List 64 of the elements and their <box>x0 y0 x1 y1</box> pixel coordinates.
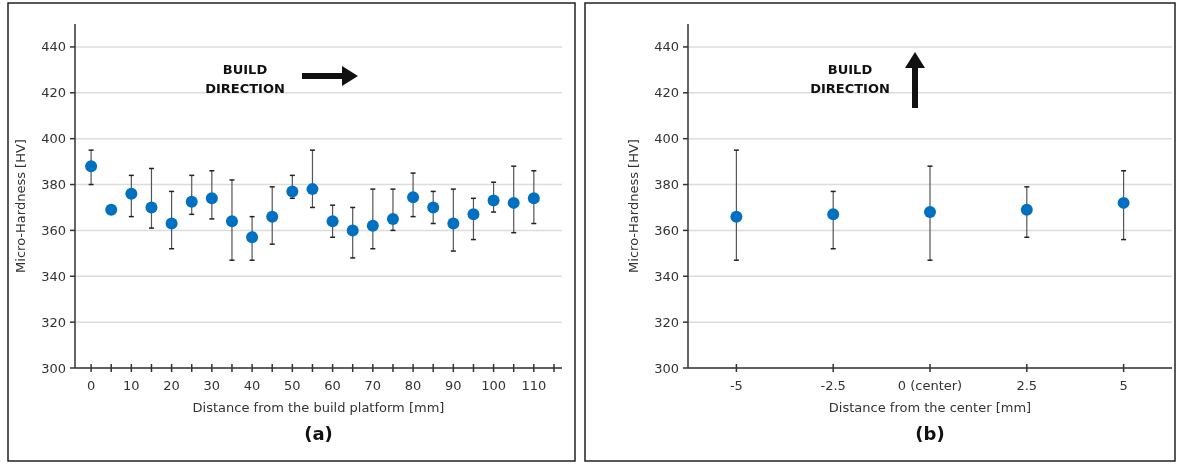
point <box>145 201 158 214</box>
text: (a) <box>304 423 333 444</box>
point <box>85 160 98 173</box>
x-axis-title: Distance from the build platform [mm] <box>192 400 445 415</box>
x-tick-label: 0 <box>86 378 96 393</box>
text: (b) <box>915 423 945 444</box>
point <box>225 215 238 228</box>
x-tick-label: -2.5 <box>820 378 846 393</box>
y-axis-title: Micro-Hardness [HV] <box>13 139 28 273</box>
y-tick-label: 420 <box>654 85 679 101</box>
point <box>447 217 460 230</box>
y-tick-label: 420 <box>41 85 66 101</box>
point <box>306 183 319 196</box>
x-tick-label: 50 <box>284 378 301 393</box>
y-tick-label: 300 <box>654 360 679 376</box>
y-tick-label: 320 <box>654 314 679 330</box>
point <box>386 212 399 225</box>
y-tick-label: 400 <box>654 131 679 147</box>
x-tick-label: 40 <box>243 378 261 393</box>
point <box>205 192 218 205</box>
y-tick-label: 300 <box>41 360 66 376</box>
point <box>326 215 339 228</box>
x-axis-title: Distance from the center [mm] <box>828 400 1032 415</box>
y-tick-label: 360 <box>654 222 679 238</box>
point <box>246 231 259 244</box>
point <box>165 217 178 230</box>
point <box>467 208 480 221</box>
x-tick-label: 80 <box>404 378 422 393</box>
x-tick-label: 70 <box>364 378 382 393</box>
y-tick-label: 360 <box>41 222 66 238</box>
point <box>286 185 299 198</box>
y-tick-label: 380 <box>654 177 679 193</box>
y-tick-label: 320 <box>41 314 66 330</box>
x-tick-label: 90 <box>445 378 462 393</box>
x-tick-label: -5 <box>729 378 743 393</box>
y-tick-label: 380 <box>41 177 66 193</box>
x-tick-label: 2.5 <box>1016 378 1038 393</box>
point <box>507 196 520 209</box>
point <box>487 194 500 207</box>
point <box>185 195 198 208</box>
point <box>527 192 540 205</box>
point <box>346 224 359 237</box>
y-tick-label: 340 <box>41 268 66 284</box>
x-tick-label: 20 <box>163 378 180 393</box>
point <box>427 201 440 214</box>
point <box>266 210 279 223</box>
x-tick-label: 0 (center) <box>897 378 963 393</box>
annotation: BUILD DIRECTION <box>810 62 890 96</box>
x-tick-label: 10 <box>123 378 140 393</box>
x-tick-label: 100 <box>481 378 506 393</box>
point <box>407 191 420 204</box>
x-tick-label: 5 <box>1119 378 1128 393</box>
point <box>125 187 138 200</box>
x-tick-label: 60 <box>324 378 341 393</box>
point <box>105 203 118 216</box>
y-tick-label: 440 <box>41 39 66 55</box>
x-tick-label: 30 <box>203 378 221 393</box>
y-tick-label: 340 <box>654 268 679 284</box>
point <box>366 219 379 232</box>
y-axis-title: Micro-Hardness [HV] <box>626 139 641 273</box>
annotation: BUILD DIRECTION <box>205 62 285 96</box>
y-tick-label: 400 <box>41 131 66 147</box>
y-tick-label: 440 <box>654 39 679 55</box>
x-tick-label: 110 <box>521 378 547 393</box>
